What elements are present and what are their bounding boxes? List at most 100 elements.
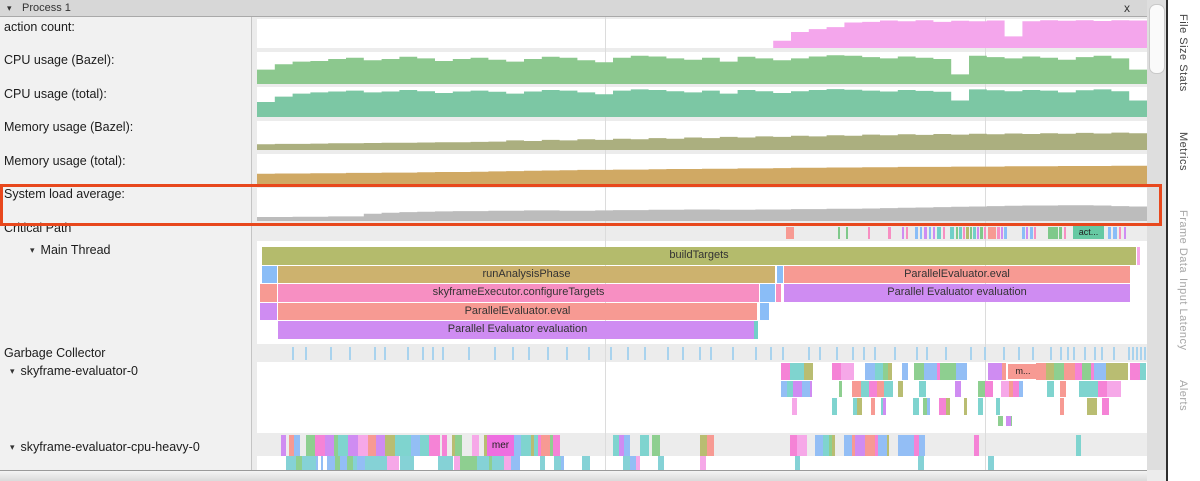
vertical-scrollbar[interactable] [1147, 0, 1166, 470]
trace-span[interactable]: runAnalysisPhase [278, 265, 775, 283]
gc-tick [588, 347, 591, 360]
critical-path-tick [924, 227, 927, 239]
trace-span[interactable]: Parallel Evaluator evaluation [278, 321, 757, 339]
gc-tick [468, 347, 471, 360]
gc-tick [807, 347, 810, 360]
chart-action-count[interactable] [257, 19, 1147, 48]
skyframe0-block [1119, 363, 1128, 380]
gc-tick [565, 347, 568, 360]
cpu-heavy-block [513, 435, 521, 456]
collapse-arrow-icon[interactable]: ▾ [10, 366, 15, 376]
skyframe0-block [1130, 363, 1141, 380]
side-tab-strip: File Size Stats Metrics Frame Data Input… [1166, 0, 1200, 481]
collapse-arrow-icon[interactable]: ▾ [10, 442, 15, 452]
trace-span[interactable]: skyframeExecutor.configureTargets [278, 284, 759, 302]
chart-cpu-usage-total[interactable] [257, 87, 1147, 117]
critical-path-tick [838, 227, 840, 239]
trace-span-fragment[interactable] [754, 321, 758, 339]
tab-alerts[interactable]: Alerts [1177, 380, 1189, 412]
skyframe0-block [1001, 363, 1006, 380]
gc-tick [1066, 347, 1069, 360]
collapse-arrow-icon[interactable]: ▾ [30, 245, 35, 255]
track-label-text: Memory usage (total): [4, 154, 126, 168]
skyframe0-block [978, 381, 985, 397]
cpu-heavy-block [334, 435, 339, 456]
vertical-scrollbar-thumb[interactable] [1149, 4, 1165, 74]
track-label-text: CPU usage (total): [4, 87, 107, 101]
trace-span-fragment[interactable] [760, 284, 775, 302]
cpu-heavy-block [511, 456, 520, 470]
critical-path-tick [973, 227, 976, 239]
critical-path-tick [906, 227, 908, 239]
trace-span-fragment[interactable] [1137, 247, 1140, 265]
critical-path-tick [988, 227, 996, 239]
chart-system-load-average[interactable] [257, 188, 1147, 221]
cpu-heavy-block [822, 435, 830, 456]
critical-path-tick [956, 227, 958, 239]
tab-input-latency[interactable]: Input Latency [1177, 278, 1189, 351]
trace-span-fragment[interactable] [760, 302, 769, 320]
gc-tick [383, 347, 386, 360]
gc-tick [699, 347, 702, 360]
cpu-heavy-block [560, 456, 565, 470]
critical-path-tick [1108, 227, 1111, 239]
close-icon[interactable]: x [1124, 1, 1130, 15]
trace-span-fragment[interactable] [260, 284, 277, 302]
chart-cpu-usage-bazel[interactable] [257, 52, 1147, 84]
cpu-heavy-block [408, 456, 415, 470]
critical-path-tick [868, 227, 870, 239]
skyframe0-block [939, 398, 946, 415]
cpu-heavy-block [700, 456, 706, 470]
skyframe0-block [1006, 416, 1011, 426]
track-label-text: action count: [4, 20, 75, 34]
trace-span[interactable]: ParallelEvaluator.eval [784, 265, 1130, 283]
tab-metrics[interactable]: Metrics [1177, 132, 1189, 171]
critical-path-event-block[interactable]: act... [1073, 226, 1104, 239]
critical-path-tick [929, 227, 931, 239]
gc-tick [1101, 347, 1104, 360]
skyframe0-block [913, 398, 920, 415]
gc-tick [1128, 347, 1130, 360]
cpu-heavy-block [820, 435, 823, 456]
trace-span[interactable]: buildTargets [262, 247, 1136, 265]
gc-tick [818, 347, 821, 360]
skyframe0-block [955, 381, 961, 397]
cpu-heavy-block [472, 435, 479, 456]
critical-path-tick [846, 227, 848, 239]
gc-tick [915, 347, 918, 360]
merge-event-block[interactable]: mer [487, 435, 514, 456]
skyframe0-block [984, 381, 993, 397]
cpu-heavy-block [281, 435, 287, 456]
cpu-heavy-block [538, 435, 541, 456]
skyframe0-block [1009, 381, 1013, 397]
cpu-heavy-block [540, 435, 550, 456]
trace-span[interactable]: Parallel Evaluator evaluation [784, 284, 1130, 302]
critical-path-tick [1119, 227, 1121, 239]
skyframe-event-block[interactable]: m... [1008, 364, 1038, 379]
horizontal-scrollbar[interactable] [0, 470, 1147, 481]
cpu-heavy-block [635, 456, 640, 470]
track-label-7[interactable]: ▾ Main Thread [30, 243, 110, 257]
track-label-4: Memory usage (total): [4, 154, 126, 168]
chart-memory-usage-total[interactable] [257, 154, 1147, 184]
trace-span[interactable]: ParallelEvaluator.eval [278, 302, 757, 320]
cpu-heavy-block [376, 435, 385, 456]
tab-frame-data[interactable]: Frame Data [1177, 210, 1189, 274]
track-label-10[interactable]: ▾ skyframe-evaluator-cpu-heavy-0 [10, 440, 200, 454]
track-label-text: skyframe-evaluator-0 [20, 364, 138, 378]
gc-tick [349, 347, 351, 360]
chart-memory-usage-bazel[interactable] [257, 121, 1147, 150]
trace-span-fragment[interactable] [262, 265, 277, 283]
track-label-9[interactable]: ▾ skyframe-evaluator-0 [10, 364, 138, 378]
trace-span-fragment[interactable] [777, 265, 783, 283]
gc-tick [1084, 347, 1087, 360]
cpu-heavy-block [305, 435, 315, 456]
cpu-heavy-block [367, 435, 377, 456]
critical-path-tick [1030, 227, 1033, 239]
tab-file-size-stats[interactable]: File Size Stats [1177, 14, 1189, 92]
trace-span-fragment[interactable] [260, 302, 277, 320]
critical-path-tick [970, 227, 972, 239]
trace-span-fragment[interactable] [776, 284, 781, 302]
collapse-arrow-icon[interactable]: ▾ [7, 3, 12, 13]
skyframe0-block [998, 416, 1003, 426]
